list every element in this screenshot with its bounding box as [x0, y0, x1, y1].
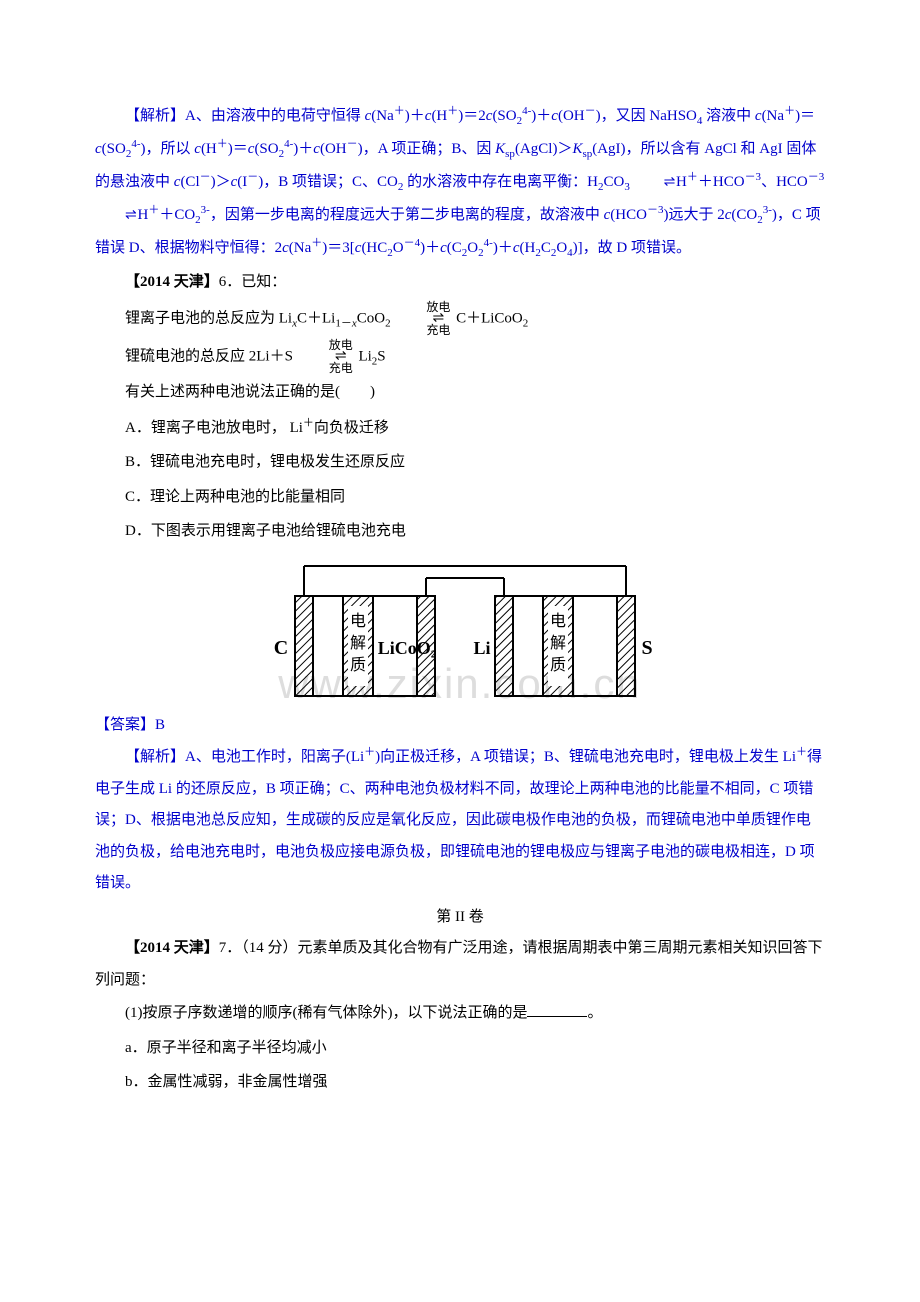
d-er3: 质	[550, 656, 566, 674]
battery-diagram: 电 解 质 电 解 质 C LiCoO₂ Li S	[265, 556, 655, 706]
d-er1: 电	[550, 612, 566, 630]
q6-l1a: 锂离子电池的总反应为 Li	[125, 310, 292, 326]
blank-input[interactable]	[527, 1002, 587, 1017]
q6-opt-d: D．下图表示用锂离子电池给锂硫电池充电	[95, 516, 825, 548]
analysis-1: 【解析】A、由溶液中的电荷守恒得 c(Na＋)＋c(H＋)＝2c(SO24-)＋…	[95, 100, 825, 265]
reaction-arrow-1: 放电 ⇌ 充电	[396, 301, 450, 337]
q7-sub1: (1)按原子序数递增的顺序(稀有气体除外)，以下说法正确的是。	[95, 998, 825, 1030]
answer-6: 【答案】B	[95, 710, 825, 742]
q6-l1b: C＋Li	[297, 310, 335, 326]
q6-line-1: 锂离子电池的总反应为 LixC＋Li1－xCoO2 放电 ⇌ 充电 C＋LiCo…	[95, 301, 825, 337]
q6-l2a: 锂硫电池的总反应 2Li＋S	[125, 349, 297, 365]
q7-tag: 【2014 天津】	[125, 940, 219, 956]
q7-opt-a: a．原子半径和离子半径均减小	[95, 1033, 825, 1065]
q6-l2c: S	[377, 349, 385, 365]
q7-pts: （14 分）	[241, 940, 297, 956]
q7-num: 7．	[219, 940, 242, 956]
q6-line-2: 锂硫电池的总反应 2Li＋S 放电 ⇌ 充电 Li2S	[95, 339, 825, 375]
q6-opt-c: C．理论上两种电池的比能量相同	[95, 482, 825, 514]
q6-opt-a: A．锂离子电池放电时， Li＋向负极迁移	[95, 412, 825, 445]
question-6-header: 【2014 天津】6．已知：	[95, 267, 825, 299]
d-label-li: Li	[473, 638, 490, 658]
analysis-6: 【解析】A、电池工作时，阳离子(Li＋)向正极迁移，A 项错误；B、锂硫电池充电…	[95, 741, 825, 900]
q6-l1c: CoO	[357, 310, 385, 326]
q6-l2b: Li	[358, 349, 371, 365]
reaction-arrow-2: 放电 ⇌ 充电	[299, 339, 353, 375]
d-label-c: C	[274, 637, 288, 659]
d-label-s: S	[641, 637, 652, 659]
ans6-val: B	[155, 717, 165, 733]
q7-opt-b: b．金属性减弱，非金属性增强	[95, 1067, 825, 1099]
rxn-bot: 充电	[396, 324, 450, 337]
page-content: 【解析】A、由溶液中的电荷守恒得 c(Na＋)＋c(H＋)＝2c(SO24-)＋…	[95, 100, 825, 1099]
d-el2: 解	[350, 634, 366, 652]
ans6-label: 【答案】	[95, 717, 155, 733]
d-el1: 电	[350, 612, 366, 630]
q6-tag: 【2014 天津】	[125, 274, 219, 290]
d-el3: 质	[350, 656, 366, 674]
rxn-bot2: 充电	[299, 362, 353, 375]
section-2-title: 第 II 卷	[95, 902, 825, 934]
q6-line-3: 有关上述两种电池说法正确的是( )	[95, 377, 825, 409]
q6-opt-b: B．锂硫电池充电时，锂电极发生还原反应	[95, 447, 825, 479]
question-7: 【2014 天津】7．（14 分）元素单质及其化合物有广泛用途，请根据周期表中第…	[95, 933, 825, 996]
d-er2: 解	[550, 634, 566, 652]
q6-number: 6．已知：	[219, 274, 287, 290]
d-label-licoo2: LiCoO₂	[378, 638, 436, 658]
q6-l1d: C＋LiCoO	[456, 310, 523, 326]
